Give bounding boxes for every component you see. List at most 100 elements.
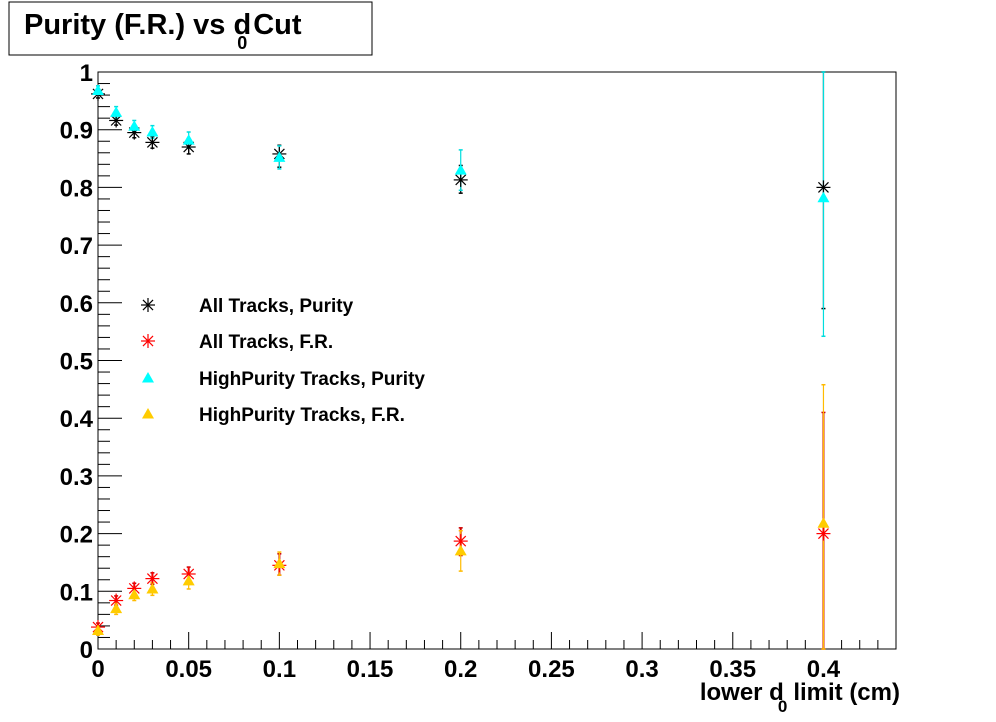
legend-label-hp-purity: HighPurity Tracks, Purity bbox=[199, 369, 425, 390]
legend-entry-hp-fr: HighPurity Tracks, F.R. bbox=[142, 405, 405, 426]
triangle-shape bbox=[92, 84, 104, 95]
y-tick-label: 0.7 bbox=[60, 233, 93, 260]
x-tick-label: 0.05 bbox=[165, 656, 212, 683]
y-tick-label: 0.5 bbox=[60, 349, 93, 376]
triangle-shape bbox=[817, 191, 830, 203]
data-point-hp-purity bbox=[273, 151, 286, 162]
data-point-all-fr bbox=[816, 526, 831, 541]
error-bar-hp-purity bbox=[821, 71, 826, 338]
legend-marker-hp-fr bbox=[142, 408, 154, 419]
error-bar-hp-fr bbox=[821, 383, 826, 650]
data-point-hp-fr bbox=[454, 544, 467, 556]
data-point-hp-fr bbox=[128, 588, 141, 600]
y-tick-label: 0.3 bbox=[60, 464, 93, 491]
x-axis-title-main: lower d bbox=[700, 679, 784, 706]
data-point-hp-purity bbox=[128, 120, 141, 131]
chart-title: Purity (F.R.) vs d 0 Cut bbox=[24, 9, 302, 53]
plot-frame bbox=[97, 71, 897, 650]
y-tick-label: 0.4 bbox=[60, 406, 94, 433]
data-point-all-purity bbox=[816, 180, 831, 195]
data-point-hp-purity bbox=[182, 134, 195, 145]
x-tick-label: 0.15 bbox=[347, 656, 394, 683]
star-stroke bbox=[817, 528, 829, 540]
star-stroke bbox=[110, 595, 122, 606]
triangle-shape bbox=[146, 582, 159, 594]
error-bars bbox=[96, 71, 826, 650]
legend-label-all-fr: All Tracks, F.R. bbox=[199, 332, 333, 353]
y-tick-label: 1 bbox=[80, 60, 93, 87]
legend-marker-all-fr bbox=[141, 334, 155, 348]
triangle-shape bbox=[110, 106, 123, 117]
triangle-shape bbox=[92, 624, 104, 636]
data-point-hp-purity bbox=[146, 126, 159, 137]
data-point-all-purity bbox=[453, 172, 468, 187]
data-point-all-fr bbox=[181, 566, 196, 581]
y-tick-label: 0.6 bbox=[60, 291, 93, 318]
x-tick-label: 0.1 bbox=[263, 656, 296, 683]
triangle-shape bbox=[128, 120, 141, 131]
star-stroke bbox=[128, 582, 140, 594]
data-point-hp-purity bbox=[454, 164, 467, 175]
triangle-shape bbox=[182, 134, 195, 145]
legend-marker-all-purity bbox=[141, 298, 155, 312]
x-tick-label: 0.3 bbox=[625, 656, 658, 683]
x-tick-label: 0.4 bbox=[807, 656, 841, 683]
data-point-all-purity bbox=[145, 135, 160, 150]
y-tick-label: 0.8 bbox=[60, 175, 93, 202]
triangle-shape bbox=[454, 164, 467, 175]
chart-title-main: Purity (F.R.) vs d bbox=[24, 9, 251, 41]
x-tick-label: 0.25 bbox=[528, 656, 575, 683]
title-frame bbox=[8, 1, 373, 56]
star-stroke bbox=[142, 299, 154, 311]
data-point-hp-fr bbox=[110, 602, 123, 614]
legend-marker-hp-purity bbox=[142, 372, 154, 383]
data-point-hp-fr bbox=[273, 557, 286, 569]
data-point-all-purity bbox=[109, 113, 124, 128]
legend-entry-all-purity: All Tracks, Purity bbox=[141, 296, 354, 317]
data-point-hp-fr bbox=[92, 624, 104, 636]
data-point-hp-fr bbox=[146, 582, 159, 594]
triangle-shape bbox=[182, 574, 195, 586]
data-point-hp-fr bbox=[182, 574, 195, 586]
triangle-shape bbox=[273, 557, 286, 569]
triangle-shape bbox=[273, 151, 286, 162]
star-stroke bbox=[183, 568, 195, 580]
legend-entry-hp-purity: HighPurity Tracks, Purity bbox=[142, 369, 425, 390]
x-axis: 0 0.05 0.1 0.15 0.2 0.25 0.3 0.35 0.4 bbox=[91, 632, 897, 683]
legend-entry-all-fr: All Tracks, F.R. bbox=[141, 332, 333, 353]
star-stroke bbox=[110, 115, 122, 126]
legend: All Tracks, Purity All Tracks, F.R. High… bbox=[141, 296, 425, 426]
triangle-shape bbox=[142, 372, 154, 383]
data-point-hp-purity bbox=[110, 106, 123, 117]
y-tick-label: 0.9 bbox=[60, 118, 93, 145]
x-axis-title-subscript: 0 bbox=[778, 697, 787, 716]
triangle-shape bbox=[454, 544, 467, 556]
star-stroke bbox=[817, 181, 829, 193]
data-point-hp-purity bbox=[92, 84, 104, 95]
triangle-shape bbox=[817, 517, 830, 528]
star-stroke bbox=[142, 335, 154, 347]
triangle-shape bbox=[110, 602, 123, 614]
star-stroke bbox=[146, 573, 158, 585]
x-tick-label: 0 bbox=[91, 656, 104, 683]
triangle-shape bbox=[146, 126, 159, 137]
legend-label-hp-fr: HighPurity Tracks, F.R. bbox=[199, 405, 405, 426]
chart-title-subscript: 0 bbox=[237, 33, 247, 53]
x-tick-label: 0.35 bbox=[709, 656, 756, 683]
legend-label-all-purity: All Tracks, Purity bbox=[199, 296, 354, 317]
data-markers bbox=[91, 84, 831, 636]
triangle-shape bbox=[128, 588, 141, 600]
star-stroke bbox=[146, 136, 158, 148]
y-tick-label: 0.2 bbox=[60, 522, 93, 549]
data-point-hp-fr bbox=[817, 517, 830, 528]
y-tick-label: 0 bbox=[80, 637, 93, 664]
y-axis: 0 0.1 0.2 0.3 0.4 0.5 0.6 0.7 0.8 0.9 1 bbox=[60, 60, 122, 664]
data-point-all-fr bbox=[145, 571, 160, 586]
chart-title-suffix: Cut bbox=[253, 9, 302, 41]
star-stroke bbox=[455, 174, 467, 186]
x-axis-title: lower d 0 limit (cm) bbox=[700, 679, 900, 716]
data-point-hp-purity bbox=[817, 191, 830, 203]
y-tick-label: 0.1 bbox=[60, 579, 93, 606]
triangle-shape bbox=[142, 408, 154, 419]
